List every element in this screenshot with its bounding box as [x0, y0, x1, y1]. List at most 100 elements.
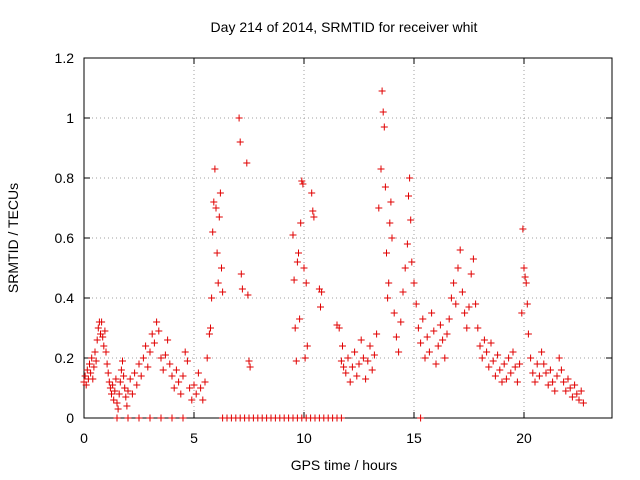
- data-point: [485, 363, 493, 371]
- data-point: [236, 138, 244, 146]
- data-point: [117, 366, 125, 374]
- data-point: [445, 315, 453, 323]
- data-point: [557, 366, 565, 374]
- data-point: [410, 279, 418, 287]
- data-point: [392, 333, 400, 341]
- data-point: [128, 390, 136, 398]
- data-point: [293, 258, 301, 266]
- data-point: [502, 375, 510, 383]
- data-point: [244, 291, 252, 299]
- chart-title: Day 214 of 2014, SRMTID for receiver whi…: [211, 19, 478, 35]
- data-point: [139, 354, 147, 362]
- data-point: [111, 387, 119, 395]
- data-point: [540, 360, 548, 368]
- data-point: [529, 369, 537, 377]
- data-point: [297, 219, 305, 227]
- data-point: [417, 339, 425, 347]
- data-point: [103, 360, 111, 368]
- data-point: [505, 354, 513, 362]
- data-point: [123, 402, 131, 410]
- data-point: [483, 348, 491, 356]
- data-point: [489, 357, 497, 365]
- data-point: [131, 369, 139, 377]
- data-point: [407, 216, 415, 224]
- data-point: [421, 354, 429, 362]
- data-point: [428, 309, 436, 317]
- data-point: [135, 360, 143, 368]
- data-point: [109, 381, 117, 389]
- data-point: [432, 360, 440, 368]
- data-point: [476, 342, 484, 350]
- data-point: [113, 399, 121, 407]
- data-point: [168, 414, 176, 422]
- data-point: [142, 342, 150, 350]
- data-point: [417, 414, 425, 422]
- data-point: [542, 369, 550, 377]
- x-tick-label: 0: [80, 430, 88, 446]
- data-point: [197, 384, 205, 392]
- y-tick-label: 1: [66, 110, 74, 126]
- data-point: [113, 414, 121, 422]
- data-point: [172, 366, 180, 374]
- data-point: [579, 399, 587, 407]
- data-point: [235, 114, 243, 122]
- data-point: [157, 354, 165, 362]
- data-point: [344, 354, 352, 362]
- data-point: [458, 288, 466, 296]
- data-point: [137, 372, 145, 380]
- data-point: [408, 258, 416, 266]
- data-point: [108, 390, 115, 398]
- data-point: [385, 279, 393, 287]
- data-point: [83, 366, 91, 374]
- data-point: [135, 414, 143, 422]
- data-point: [133, 381, 141, 389]
- data-point: [218, 264, 225, 272]
- data-point: [406, 174, 414, 182]
- data-point: [309, 207, 317, 215]
- data-point: [507, 369, 515, 377]
- data-point: [168, 372, 176, 380]
- data-point: [94, 324, 102, 332]
- data-point: [98, 318, 106, 326]
- data-point: [192, 390, 200, 398]
- data-point: [577, 387, 585, 395]
- data-point: [498, 378, 506, 386]
- data-point: [519, 225, 527, 233]
- data-point: [379, 108, 387, 116]
- y-tick-label: 0: [66, 410, 74, 426]
- data-point: [423, 333, 431, 341]
- data-point: [317, 303, 324, 311]
- data-point: [366, 342, 374, 350]
- data-point: [397, 318, 405, 326]
- data-point: [487, 339, 495, 347]
- data-point: [104, 369, 112, 377]
- data-point: [212, 204, 220, 212]
- y-tick-label: 0.8: [55, 170, 75, 186]
- data-point: [513, 378, 521, 386]
- data-point: [116, 378, 124, 386]
- data-point: [203, 354, 211, 362]
- data-point: [544, 381, 552, 389]
- data-point: [237, 270, 245, 278]
- data-point: [549, 378, 557, 386]
- data-point: [472, 300, 480, 308]
- data-point: [296, 315, 304, 323]
- data-point: [339, 342, 346, 350]
- data-point: [295, 249, 302, 257]
- data-point: [122, 393, 130, 401]
- data-point: [146, 414, 154, 422]
- data-point: [124, 387, 132, 395]
- data-point: [208, 294, 216, 302]
- data-point: [401, 264, 409, 272]
- data-point: [523, 300, 531, 308]
- data-point: [89, 375, 97, 383]
- data-point: [179, 414, 187, 422]
- data-point: [524, 330, 532, 338]
- data-point: [101, 327, 109, 335]
- data-point: [215, 213, 223, 221]
- data-point: [555, 354, 563, 362]
- data-point: [164, 336, 172, 344]
- data-point: [478, 354, 486, 362]
- y-axis-title: SRMTID / TECUs: [5, 183, 21, 293]
- data-point: [219, 288, 227, 296]
